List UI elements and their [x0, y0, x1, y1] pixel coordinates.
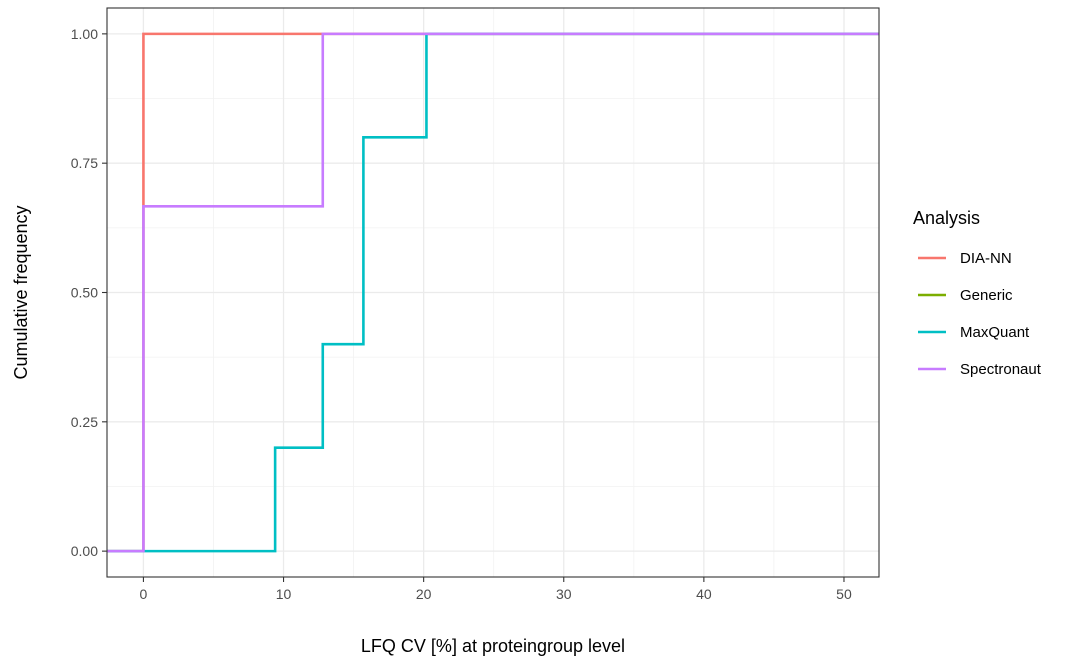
series-line-spectronaut: [107, 32, 879, 553]
y-tick-label: 0.50: [71, 285, 98, 301]
x-tick-label: 10: [276, 586, 292, 602]
y-axis: 0.00 0.25 0.50 0.75 1.00: [71, 26, 107, 559]
legend-label-dia-nn: DIA-NN: [960, 250, 1012, 267]
legend-label-spectronaut: Spectronaut: [960, 361, 1042, 378]
series-line-maxquant: [107, 32, 879, 553]
legend-title: Analysis: [913, 208, 980, 228]
y-tick-label: 0.25: [71, 414, 98, 430]
legend-label-maxquant: MaxQuant: [960, 324, 1030, 341]
x-axis-title: LFQ CV [%] at proteingroup level: [361, 636, 625, 656]
y-tick-label: 0.75: [71, 155, 98, 171]
y-tick-label: 0.00: [71, 543, 98, 559]
x-tick-label: 0: [140, 586, 148, 602]
y-tick-label: 1.00: [71, 26, 98, 42]
series-layer: [107, 32, 879, 553]
legend-label-generic: Generic: [960, 287, 1013, 304]
x-tick-label: 40: [696, 586, 712, 602]
y-axis-title: Cumulative frequency: [11, 205, 31, 379]
x-tick-label: 50: [836, 586, 852, 602]
x-axis: 0 10 20 30 40 50: [140, 577, 852, 602]
legend: Analysis DIA-NN Generic MaxQuant Spectronau…: [913, 208, 1042, 378]
x-tick-label: 20: [416, 586, 432, 602]
x-tick-label: 30: [556, 586, 572, 602]
